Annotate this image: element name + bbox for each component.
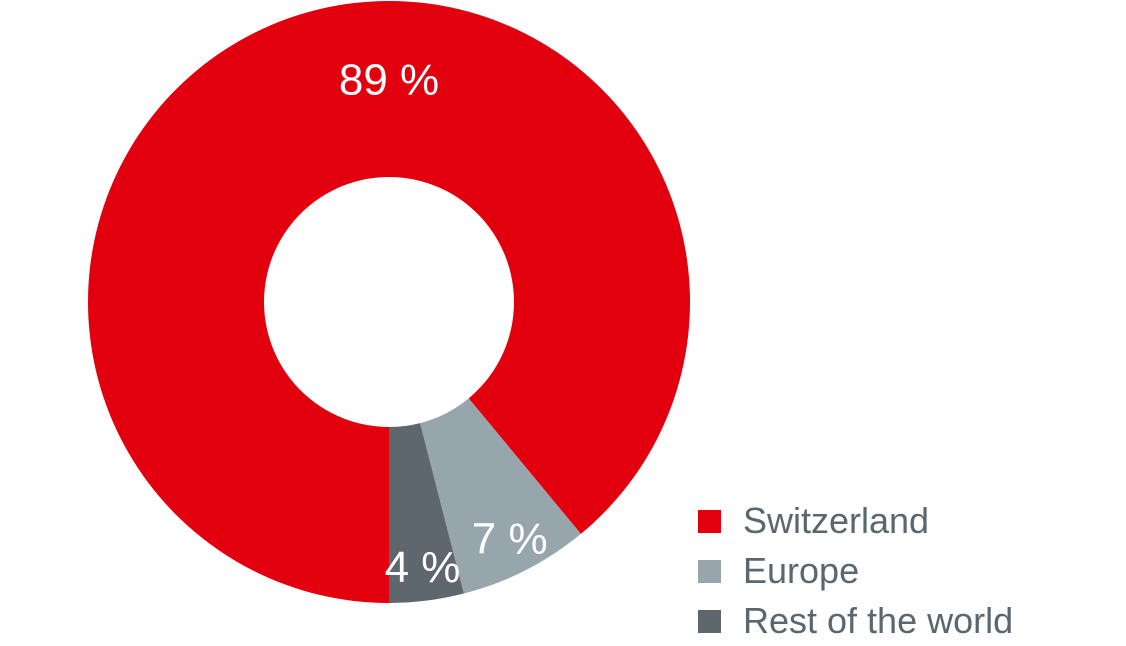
legend-swatch-europe xyxy=(698,559,721,583)
slice-label-switzerland: 89 % xyxy=(339,56,439,105)
legend-label-switzerland: Switzerland xyxy=(743,500,930,541)
donut-slices xyxy=(88,0,691,604)
legend-item-europe: Europe xyxy=(698,546,1013,596)
slice-europe xyxy=(420,398,581,594)
slice-switzerland xyxy=(88,0,691,604)
legend-label-europe: Europe xyxy=(743,550,860,591)
legend-item-rest-of-world: Rest of the world xyxy=(698,596,1013,646)
slice-label-rest-of-world: 4 % xyxy=(385,543,461,592)
legend-item-switzerland: Switzerland xyxy=(698,496,1013,546)
slice-label-europe: 7 % xyxy=(472,514,548,563)
slice-labels: 89 % 7 %4 % xyxy=(339,56,548,592)
legend-swatch-switzerland xyxy=(698,509,721,533)
legend: Switzerland Europe Rest of the world xyxy=(698,496,1013,646)
legend-label-rest-of-world: Rest of the world xyxy=(743,600,1014,641)
legend-swatch-rest-of-world xyxy=(698,609,721,633)
slice-rest-of-world xyxy=(389,423,464,603)
